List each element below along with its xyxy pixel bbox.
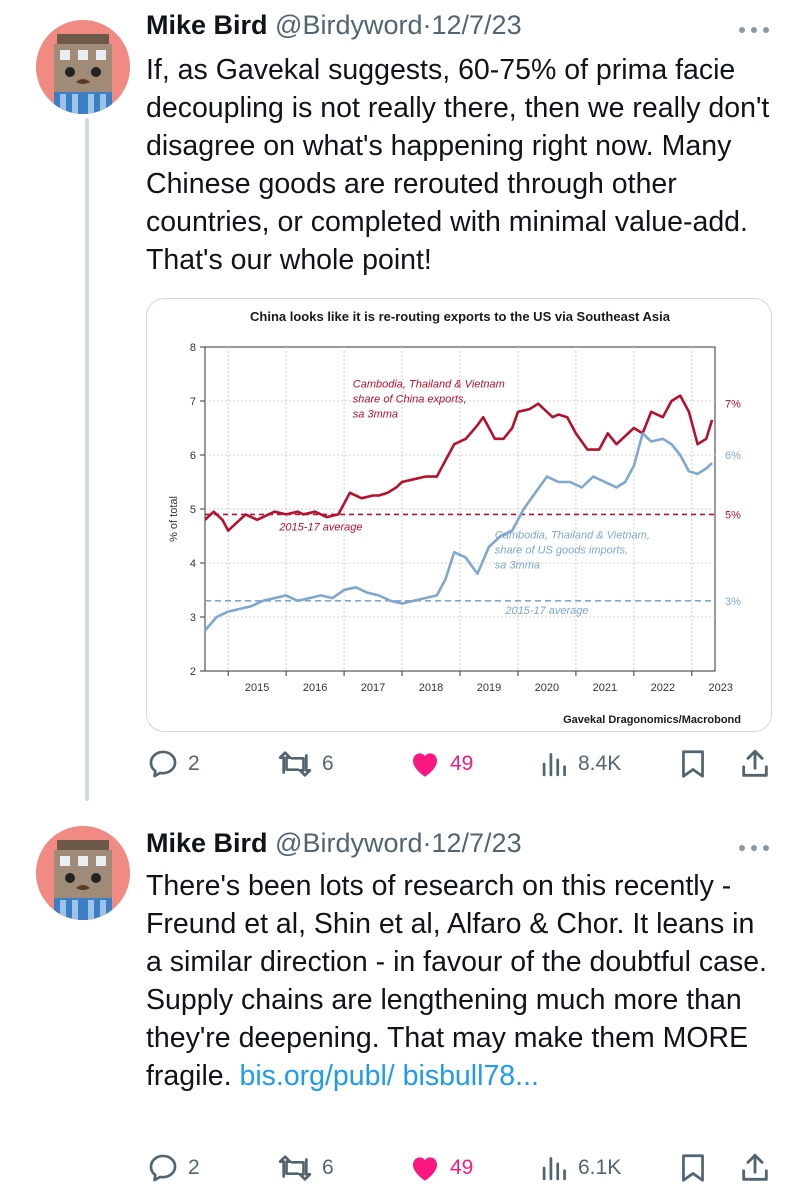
views-button[interactable]: 6.1K [540, 1148, 621, 1188]
tweet-date[interactable]: 12/7/23 [431, 10, 522, 40]
tweet-actions: 2 6 49 6.1K [146, 1148, 776, 1188]
tweet-header: Mike Bird @Birdyword·12/7/23 [146, 826, 522, 860]
avatar-building-icon [36, 20, 130, 114]
tweet-header: Mike Bird @Birdyword·12/7/23 [146, 8, 522, 42]
series-line [204, 432, 713, 632]
series-annotation: sa 3mma [495, 560, 540, 572]
reply-icon [149, 1154, 177, 1182]
retweet-button[interactable]: 6 [276, 744, 334, 784]
views-icon [542, 753, 566, 777]
y-tick-label: 3 [190, 612, 196, 624]
y-tick-label: 6 [190, 450, 196, 462]
x-tick-label: 2023 [709, 682, 733, 694]
more-options-icon[interactable] [739, 843, 769, 853]
bookmark-icon [682, 1154, 704, 1182]
separator-dot: · [422, 10, 432, 40]
y-tick-label: 8 [190, 342, 196, 354]
series-annotation: share of China exports, [353, 394, 467, 406]
series-end-label: 6% [725, 450, 741, 462]
x-tick-label: 2015 [245, 682, 269, 694]
author-name[interactable]: Mike Bird [146, 828, 268, 858]
like-count: 49 [450, 1156, 474, 1179]
y-axis-label: % of total [168, 496, 180, 542]
avatar[interactable] [36, 20, 130, 114]
reference-end-label: 5% [725, 509, 741, 521]
chart: China looks like it is re-routing export… [168, 309, 741, 726]
like-count: 49 [450, 752, 474, 775]
more-options-icon[interactable] [739, 25, 769, 35]
retweet-icon [278, 751, 312, 777]
y-tick-label: 4 [190, 558, 196, 570]
share-button[interactable] [738, 1148, 772, 1188]
retweet-icon [278, 1155, 312, 1181]
share-button[interactable] [738, 744, 772, 784]
author-handle[interactable]: @Birdyword [275, 828, 423, 858]
reply-count: 2 [188, 752, 200, 775]
retweet-button[interactable]: 6 [276, 1148, 334, 1188]
share-icon [742, 749, 768, 777]
views-count: 6.1K [578, 1156, 622, 1179]
reference-label: 2015-17 average [504, 605, 588, 617]
y-tick-label: 2 [190, 666, 196, 678]
tweet-text: If, as Gavekal suggests, 60-75% of prima… [146, 54, 770, 276]
retweet-count: 6 [322, 1156, 334, 1179]
separator-dot: · [422, 828, 432, 858]
reply-button[interactable]: 2 [146, 1148, 200, 1188]
author-handle[interactable]: @Birdyword [275, 10, 423, 40]
series-annotation: sa 3mma [353, 409, 398, 421]
tweet-image-chart[interactable]: China looks like it is re-routing export… [146, 298, 772, 732]
author-name[interactable]: Mike Bird [146, 10, 268, 40]
heart-icon [412, 753, 438, 777]
x-tick-label: 2016 [303, 682, 327, 694]
views-count: 8.4K [578, 752, 622, 775]
avatar-building-icon [36, 826, 130, 920]
reply-button[interactable]: 2 [146, 744, 200, 784]
bookmark-button[interactable] [678, 744, 708, 784]
like-button[interactable]: 49 [408, 744, 473, 784]
series-annotation: Cambodia, Thailand & Vietnam, [495, 530, 650, 542]
x-tick-label: 2017 [361, 682, 385, 694]
series-annotation: share of US goods imports, [495, 545, 628, 557]
tweet-text: There's been lots of research on this re… [146, 867, 776, 1095]
x-tick-label: 2022 [651, 682, 675, 694]
bookmark-icon [682, 750, 704, 778]
y-tick-label: 5 [190, 504, 196, 516]
views-button[interactable]: 8.4K [540, 744, 621, 784]
tweet-date[interactable]: 12/7/23 [431, 828, 522, 858]
x-tick-label: 2021 [593, 682, 617, 694]
x-tick-label: 2018 [419, 682, 443, 694]
reply-count: 2 [188, 1156, 200, 1179]
series-line [204, 394, 714, 532]
x-tick-label: 2020 [535, 682, 559, 694]
series-annotation: Cambodia, Thailand & Vietnam [353, 379, 505, 391]
thread-connector-line [85, 118, 89, 801]
heart-icon [412, 1157, 438, 1181]
like-button[interactable]: 49 [408, 1148, 473, 1188]
reply-icon [149, 750, 177, 778]
y-tick-label: 7 [190, 396, 196, 408]
tweet-link[interactable]: bis.org/publ/ bisbull78... [239, 1060, 539, 1092]
chart-title: China looks like it is re-routing export… [250, 309, 671, 324]
reference-label: 2015-17 average [278, 521, 362, 533]
avatar[interactable] [36, 826, 130, 920]
share-icon [742, 1153, 768, 1181]
x-tick-label: 2019 [477, 682, 501, 694]
tweet-actions: 2 6 49 8.4K [146, 744, 776, 784]
retweet-count: 6 [322, 752, 334, 775]
reference-end-label: 3% [725, 596, 741, 608]
chart-source: Gavekal Dragonomics/Macrobond [563, 714, 741, 726]
tweet-text-body: There's been lots of research on this re… [146, 870, 767, 1092]
bookmark-button[interactable] [678, 1148, 708, 1188]
series-end-label: 7% [725, 399, 741, 411]
views-icon [542, 1157, 566, 1181]
